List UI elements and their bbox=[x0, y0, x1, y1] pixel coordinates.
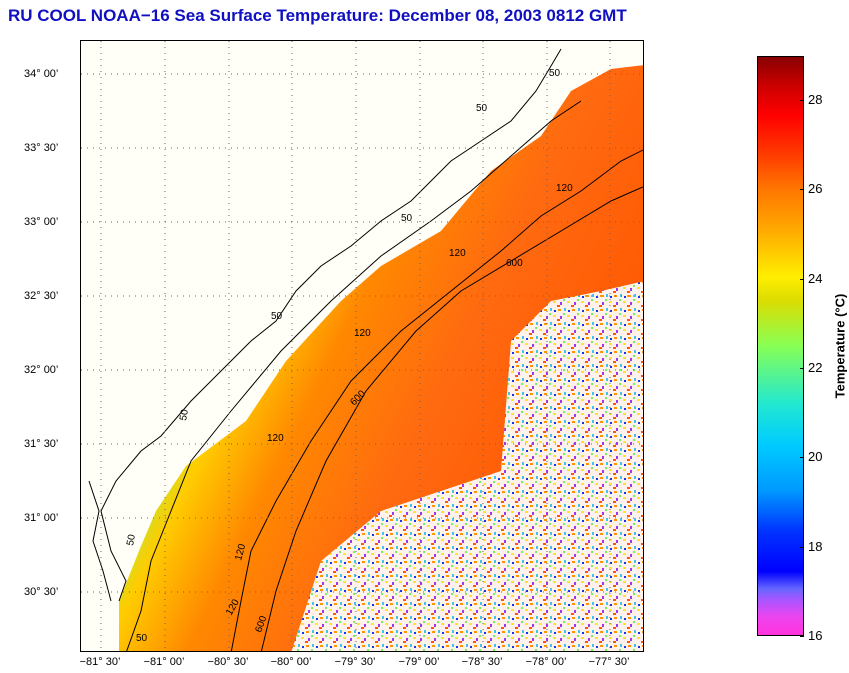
graticule bbox=[81, 41, 643, 651]
colorbar-tick-22: 22 bbox=[808, 360, 823, 375]
colorbar-tick-mark bbox=[800, 636, 804, 637]
lat-label-33-30: 33° 30’ bbox=[24, 142, 59, 154]
isobath-label: 50 bbox=[125, 533, 138, 546]
isobath-label: 120 bbox=[354, 328, 371, 339]
cloud-speckle-area bbox=[291, 281, 643, 651]
colorbar-tick-20: 20 bbox=[808, 449, 823, 464]
colorbar-tick-mark bbox=[800, 547, 804, 548]
lat-label-32-00: 32° 00’ bbox=[24, 364, 59, 376]
temperature-colorbar bbox=[757, 56, 804, 636]
colorbar-tick-mark bbox=[800, 457, 804, 458]
isobath-50m bbox=[126, 100, 582, 651]
isobath-label: 50 bbox=[401, 213, 413, 224]
lon-label-81-30: −81° 30’ bbox=[79, 656, 121, 668]
map-title: RU COOL NOAA−16 Sea Surface Temperature:… bbox=[8, 6, 627, 25]
isobath-label: 120 bbox=[449, 248, 466, 259]
isobath-120m bbox=[230, 149, 643, 651]
lon-label-79-00: −79° 00’ bbox=[398, 656, 440, 668]
colorbar-tick-mark bbox=[800, 368, 804, 369]
isobath-label: 50 bbox=[178, 408, 191, 421]
lat-label-31-30: 31° 30’ bbox=[24, 438, 59, 450]
colorbar-tick-mark bbox=[800, 100, 804, 101]
sst-map: 50 50 50 50 50 50 50 120 120 120 120 120… bbox=[80, 40, 644, 652]
lon-label-78-00: −78° 00’ bbox=[525, 656, 567, 668]
isobath-label: 120 bbox=[233, 542, 248, 561]
isobath-label: 120 bbox=[267, 433, 284, 444]
lat-label-31-00: 31° 00’ bbox=[24, 512, 59, 524]
lon-label-79-30: −79° 30’ bbox=[334, 656, 376, 668]
colorbar-tick-28: 28 bbox=[808, 92, 823, 107]
lon-label-80-00: −80° 00’ bbox=[270, 656, 312, 668]
lat-label-33-00: 33° 00’ bbox=[24, 216, 59, 228]
isobath-label: 50 bbox=[549, 68, 561, 79]
lon-label-77-30: −77° 30’ bbox=[588, 656, 630, 668]
sst-map-svg: 50 50 50 50 50 50 50 120 120 120 120 120… bbox=[81, 41, 643, 651]
lat-label-30-30: 30° 30’ bbox=[24, 586, 59, 598]
lon-label-80-30: −80° 30’ bbox=[207, 656, 249, 668]
lat-label-32-30: 32° 30’ bbox=[24, 290, 59, 302]
colorbar-tick-16: 16 bbox=[808, 628, 823, 643]
coastline bbox=[100, 48, 562, 602]
isobath-label: 50 bbox=[136, 633, 148, 644]
colorbar-tick-18: 18 bbox=[808, 539, 823, 554]
isobath-label: 50 bbox=[476, 103, 488, 114]
isobath-label: 120 bbox=[556, 183, 573, 194]
lon-label-78-30: −78° 30’ bbox=[461, 656, 503, 668]
colorbar-label: Temperature (°C) bbox=[832, 293, 848, 399]
isobath-600m bbox=[260, 186, 643, 651]
lon-label-81-00: −81° 00’ bbox=[143, 656, 185, 668]
colorbar-tick-mark bbox=[800, 279, 804, 280]
coastline-south bbox=[88, 480, 112, 602]
lat-label-34-00: 34° 00’ bbox=[24, 68, 59, 80]
isobath-label: 600 bbox=[506, 258, 523, 269]
colorbar-tick-26: 26 bbox=[808, 181, 823, 196]
isobath-label: 50 bbox=[271, 311, 283, 322]
colorbar-tick-mark bbox=[800, 189, 804, 190]
colorbar-tick-24: 24 bbox=[808, 271, 823, 286]
